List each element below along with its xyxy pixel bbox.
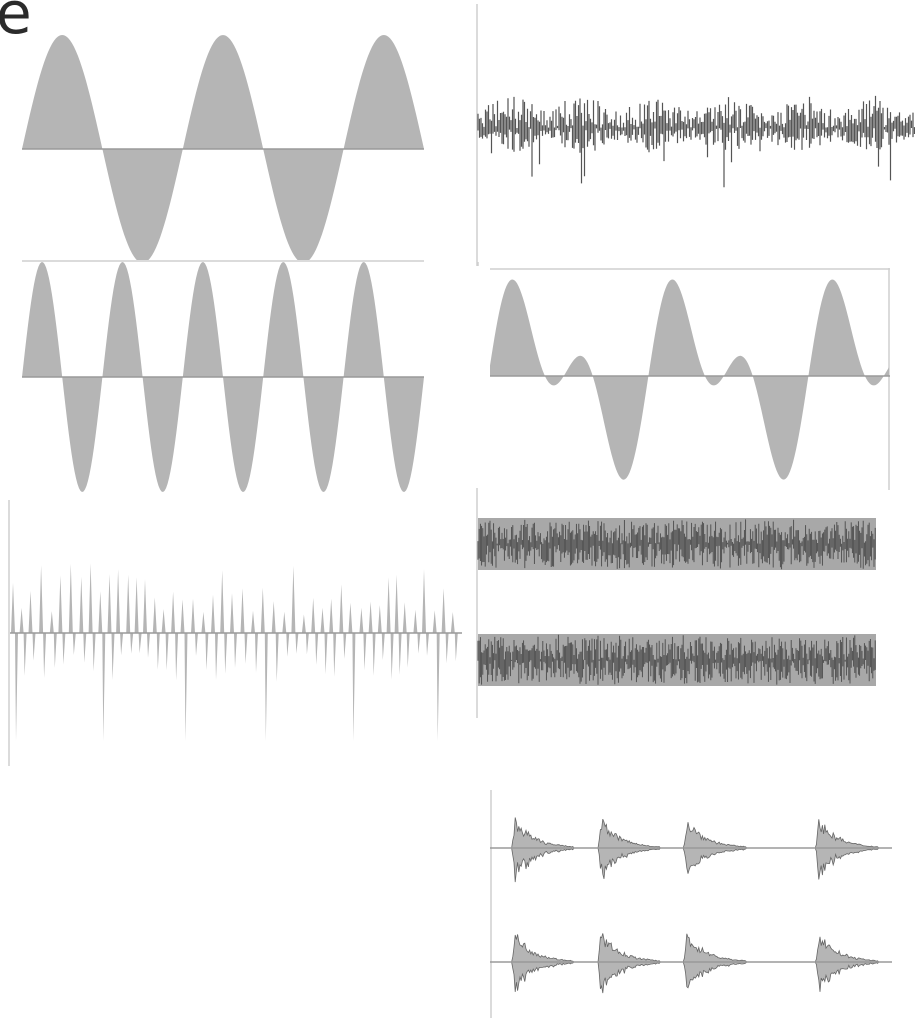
sine-wave-slow-panel xyxy=(22,32,424,260)
spiky-wave-panel xyxy=(8,500,462,766)
stereo-noise-channel-2-trace xyxy=(477,634,876,685)
sine-wave-fast-svg xyxy=(22,260,424,492)
spiky-wave-fill xyxy=(10,563,460,741)
stereo-burst-wave-panel xyxy=(490,790,892,1018)
sine-wave-fast-panel xyxy=(22,260,424,492)
sine-wave-slow-svg xyxy=(22,35,424,260)
stereo-burst-channel-2-fill xyxy=(490,933,892,994)
compound-wave-svg xyxy=(490,268,890,490)
noise-wave-trace xyxy=(477,95,915,188)
stereo-burst-channel-1-fill xyxy=(490,817,892,883)
partial-letter: e xyxy=(0,0,32,47)
stereo-noise-channel-1-trace xyxy=(477,519,876,570)
compound-wave-panel xyxy=(490,268,890,490)
noise-wave-svg xyxy=(476,4,915,266)
stereo-noise-wave-panel xyxy=(476,488,878,718)
sine-wave-slow-fill xyxy=(22,35,424,260)
stereo-burst-wave-svg xyxy=(490,790,892,1018)
noise-wave-panel xyxy=(476,4,915,266)
spiky-wave-svg xyxy=(8,500,462,766)
compound-wave-fill xyxy=(490,279,889,480)
stereo-noise-wave-svg xyxy=(476,488,876,718)
